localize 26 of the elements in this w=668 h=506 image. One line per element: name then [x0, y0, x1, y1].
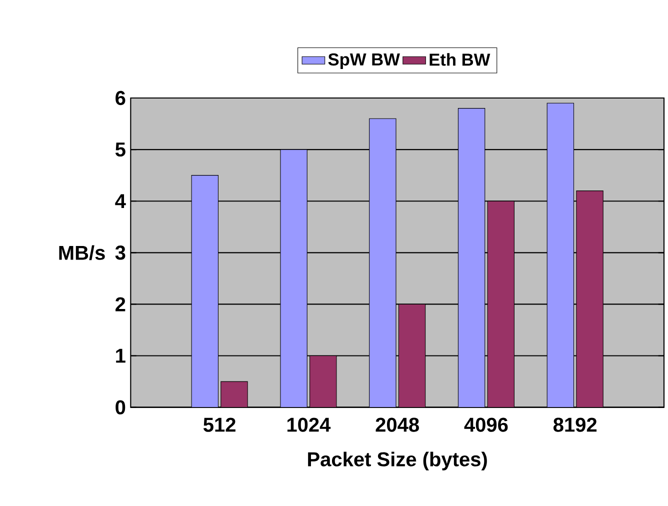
- bar: [369, 118, 396, 408]
- bar: [576, 190, 604, 408]
- x-tick-label: 4096: [464, 418, 508, 432]
- y-tick-label: 1: [116, 348, 126, 363]
- legend-label: Eth BW: [430, 53, 490, 66]
- bar: [220, 381, 248, 408]
- y-tick-label: 4: [115, 194, 126, 208]
- x-tick-label: 2048: [376, 418, 419, 432]
- bar: [280, 149, 308, 408]
- y-tick-label: 3: [115, 246, 126, 260]
- y-tick-label: 2: [116, 297, 126, 312]
- bar: [398, 304, 426, 408]
- x-tick-label: 8192: [553, 418, 597, 432]
- x-tick-label: 512: [203, 418, 236, 432]
- x-tick-label: 1024: [287, 418, 331, 432]
- bar: [487, 200, 514, 408]
- bar: [458, 108, 486, 408]
- bar: [310, 356, 337, 408]
- y-tick-label: 0: [116, 400, 126, 414]
- x-axis-title: Packet Size (bytes): [308, 452, 487, 470]
- bar: [191, 175, 218, 408]
- y-axis-title: MB/s: [59, 245, 105, 260]
- legend-label: SpW BW: [328, 53, 400, 70]
- bar: [546, 102, 574, 408]
- y-tick-label: 5: [115, 142, 126, 157]
- y-tick-label: 6: [116, 90, 126, 106]
